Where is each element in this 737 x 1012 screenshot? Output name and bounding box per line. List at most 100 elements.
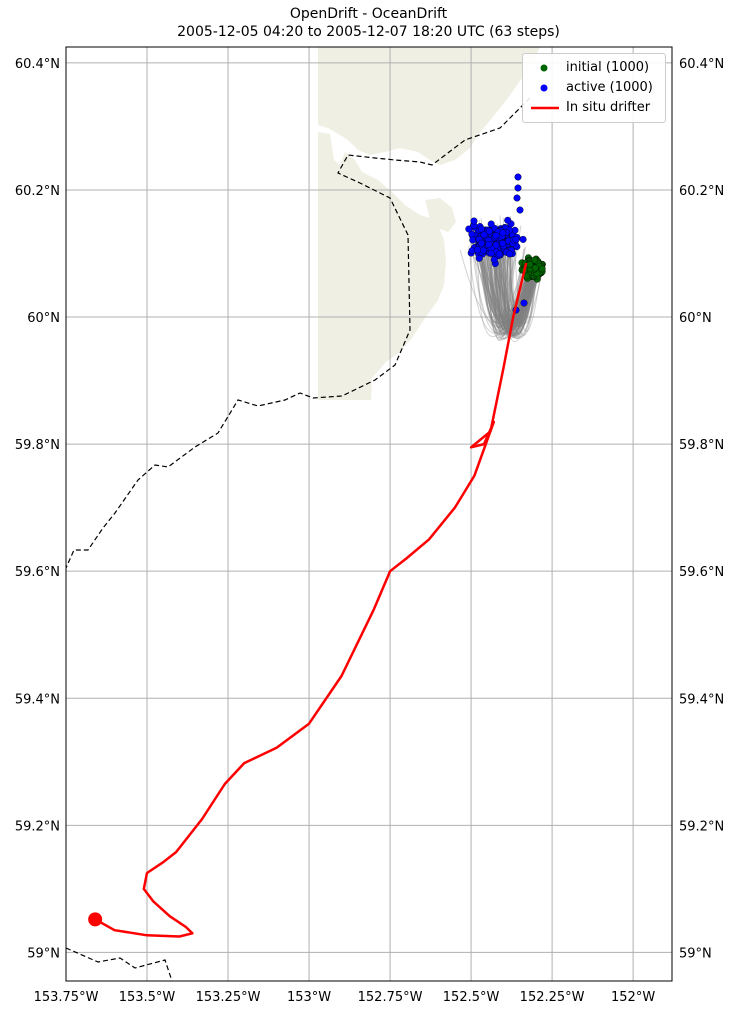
active-particle: [499, 229, 507, 237]
map-title: OpenDrift - OceanDrift: [289, 6, 448, 22]
trajectory-line: [509, 246, 533, 337]
trajectory-line: [479, 244, 529, 332]
coastline-boundary-south: [66, 947, 173, 981]
trajectory-line: [483, 261, 534, 340]
trajectory-line: [496, 251, 537, 335]
trajectory-line: [499, 228, 528, 323]
trajectory-line: [489, 245, 538, 337]
trajectory-line: [502, 238, 541, 337]
map-subtitle: 2005-12-05 04:20 to 2005-12-07 18:20 UTC…: [177, 24, 560, 40]
trajectory-line: [499, 245, 536, 324]
lat-tick-label-left: 59.6°N: [15, 565, 60, 580]
trajectory-line: [496, 248, 533, 327]
trajectory-line: [481, 237, 530, 330]
trajectory-line: [489, 250, 532, 339]
trajectory-line: [494, 232, 530, 317]
trajectory-line: [517, 248, 535, 322]
trajectory-line: [498, 235, 531, 339]
active-particle: [504, 216, 512, 224]
trajectory-line: [499, 237, 539, 320]
trajectory-line: [494, 243, 537, 330]
trajectory-line: [504, 252, 529, 327]
trajectory-line: [510, 246, 537, 328]
trajectory-line: [485, 240, 537, 326]
trajectory-line: [472, 227, 536, 327]
trajectory-line: [512, 246, 531, 327]
trajectory-line: [494, 228, 524, 329]
trajectory-line: [485, 246, 532, 325]
lon-tick-label: 153.75°W: [34, 990, 99, 1005]
coastline-boundary-north: [66, 97, 531, 569]
trajectory-line: [473, 245, 536, 324]
trajectory-line: [472, 237, 534, 328]
trajectory-line: [493, 248, 531, 323]
land-mass-cape: [318, 132, 446, 400]
legend-line-drifter: [531, 106, 559, 110]
trajectory-line: [500, 249, 523, 327]
trajectory-line: [488, 255, 533, 328]
legend-label-initial: initial (1000): [566, 60, 650, 75]
trajectory-line: [497, 224, 537, 322]
trajectory-line: [488, 250, 535, 323]
lon-tick-label: 153°W: [287, 990, 331, 1005]
trajectory-line: [501, 242, 532, 329]
plot-frame: [65, 46, 673, 982]
lat-tick-label-left: 60°N: [27, 311, 60, 326]
lat-tick-label-left: 59°N: [27, 946, 60, 961]
lon-tick-label: 153.5°W: [119, 990, 176, 1005]
active-particle: [469, 236, 477, 244]
trajectory-line: [479, 231, 538, 324]
active-particle: [470, 217, 478, 225]
trajectory-line: [503, 240, 531, 331]
trajectory-line: [480, 249, 531, 331]
trajectory-line: [495, 262, 530, 341]
trajectory-line: [513, 234, 542, 332]
trajectory-line: [492, 262, 536, 330]
trajectory-line: [504, 258, 535, 328]
trajectory-line: [498, 234, 540, 320]
trajectory-line: [503, 236, 532, 332]
trajectory-line: [484, 233, 536, 322]
initial-particle: [526, 260, 534, 268]
active-particle: [474, 246, 482, 254]
trajectory-line: [491, 243, 526, 331]
trajectory-line: [480, 229, 536, 330]
active-particle: [514, 184, 522, 192]
trajectory-line: [488, 241, 537, 331]
lat-tick-label-left: 59.8°N: [15, 438, 60, 453]
trajectory-line: [486, 259, 531, 341]
trajectory-line: [509, 247, 543, 339]
trajectory-line: [493, 238, 535, 324]
trajectory-line: [499, 229, 534, 332]
trajectory-line: [506, 251, 539, 336]
active-particle: [495, 250, 503, 258]
trajectory-line: [496, 264, 537, 342]
trajectory-line: [478, 257, 537, 336]
lon-tick-label: 152.25°W: [520, 990, 585, 1005]
legend-marker-active: [540, 84, 548, 92]
trajectory-line: [478, 233, 527, 324]
active-particle: [480, 231, 488, 239]
trajectory-line: [482, 233, 528, 318]
legend-item-active: active (1000): [523, 78, 665, 98]
active-particle: [487, 249, 495, 257]
active-particle: [477, 225, 485, 233]
lon-tick-label: 153.25°W: [196, 990, 261, 1005]
active-particles: [465, 173, 528, 314]
trajectory-line: [459, 249, 540, 328]
trajectory-line: [477, 235, 540, 321]
trajectory-line: [506, 242, 537, 335]
drifter-end-marker: [88, 912, 103, 927]
in-situ-drifter-track: [88, 262, 528, 938]
trajectory-line: [486, 227, 536, 317]
trajectory-line: [479, 241, 538, 325]
trajectory-line: [493, 259, 527, 334]
trajectory-line: [487, 244, 538, 338]
lat-tick-label-left: 60.2°N: [15, 184, 60, 199]
trajectory-line: [512, 229, 534, 336]
active-particle: [490, 256, 498, 264]
lat-tick-label-right: 60.4°N: [679, 57, 724, 72]
lat-tick-label-right: 59.8°N: [679, 438, 724, 453]
lat-tick-label-left: 59.2°N: [15, 819, 60, 834]
trajectory-line: [480, 224, 536, 332]
